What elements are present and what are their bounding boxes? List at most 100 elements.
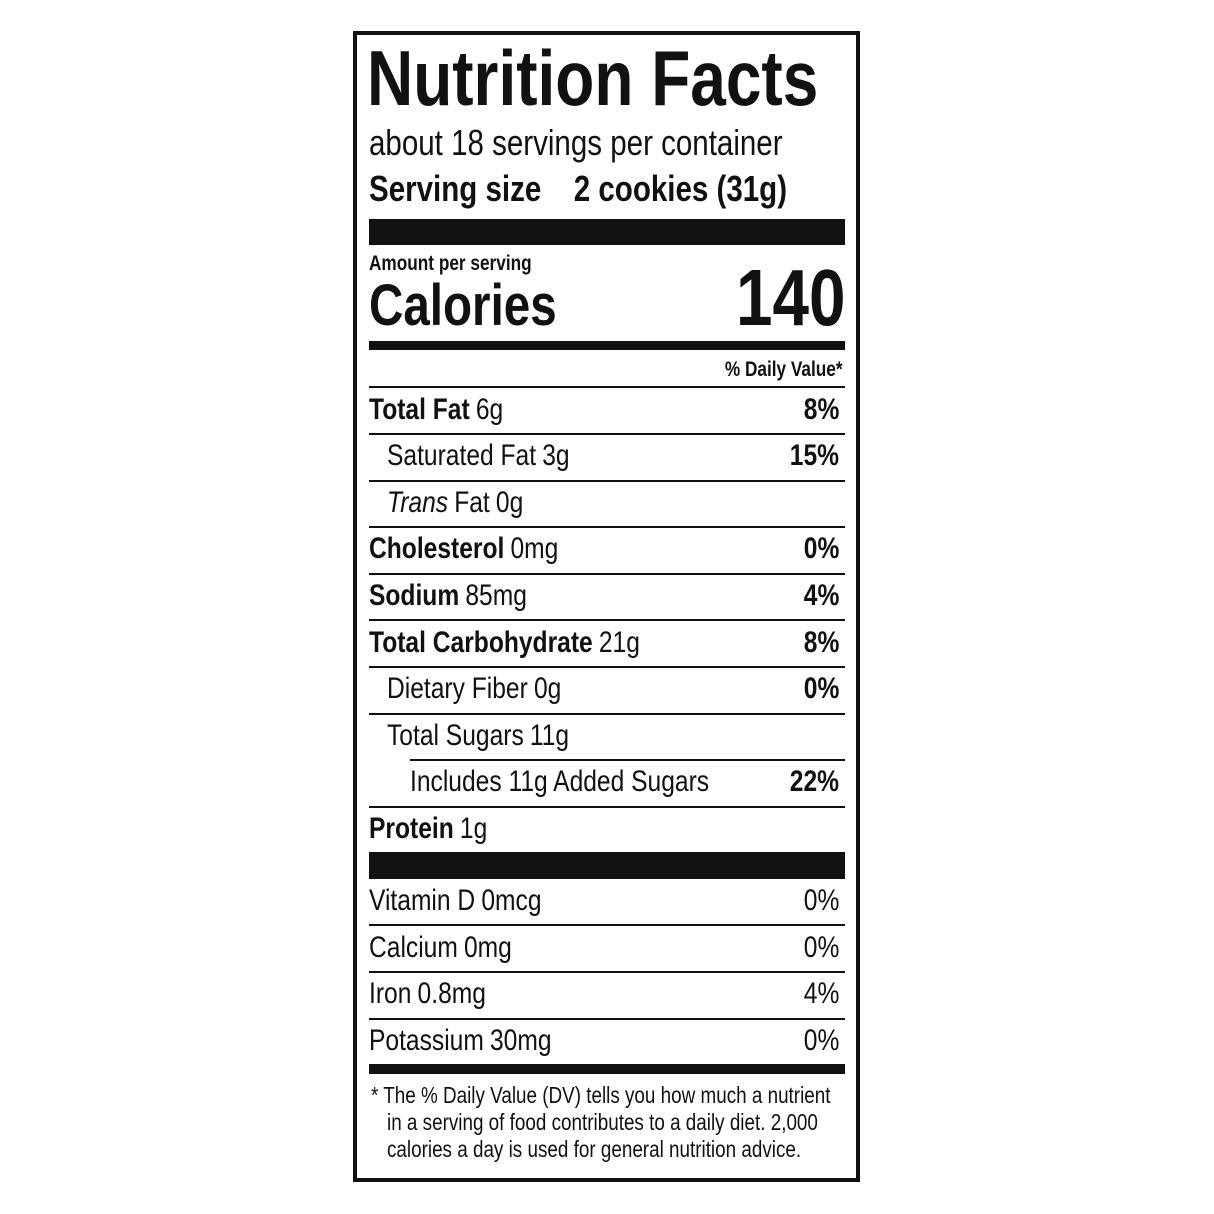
rule — [369, 526, 845, 529]
nutrient-row: Total Fat 6g — [369, 392, 504, 426]
nutrient-daily-value: 0% — [803, 534, 839, 564]
vitamin-row: Potassium 30mg — [369, 1023, 552, 1057]
rule — [369, 805, 845, 808]
serving-size-value: 2 cookies (31g) — [573, 168, 788, 210]
nutrient-row: Saturated Fat 3g — [387, 441, 570, 471]
serving-size: Serving size 2 cookies (31g) — [369, 171, 787, 207]
rule — [369, 572, 845, 575]
nutrient-daily-value-text: 15% — [789, 439, 839, 473]
nutrient-name: Fat — [454, 485, 490, 519]
daily-value-header-text: % Daily Value* — [725, 358, 843, 382]
nutrient-daily-value: 0% — [803, 674, 839, 704]
vitamin-amount: 0mcg — [481, 883, 542, 917]
rule — [369, 479, 845, 482]
nutrient-amount: 6g — [475, 392, 504, 426]
nutrient-row: Sodium 85mg — [369, 578, 527, 612]
nutrient-name: Saturated Fat — [387, 439, 537, 473]
nutrient-name: Protein — [369, 811, 454, 845]
rule — [369, 386, 845, 388]
vitamin-name: Calcium — [369, 930, 458, 964]
vitamin-daily-value-text: 0% — [803, 883, 839, 917]
title-text: Nutrition Facts — [367, 34, 819, 123]
footnote-line-text: calories a day is used for general nutri… — [387, 1135, 802, 1162]
nutrient-amount: 0g — [495, 485, 524, 519]
vitamin-row: Vitamin D 0mcg — [369, 883, 542, 917]
nutrient-name: Cholesterol — [369, 532, 505, 566]
vitamin-daily-value: 0% — [803, 1023, 839, 1057]
vitamin-name: Iron — [369, 977, 412, 1011]
rule — [369, 712, 845, 715]
vitamin-amount: 30mg — [490, 1023, 552, 1057]
rule — [369, 666, 845, 668]
amount-per-serving-text: Amount per serving — [369, 252, 532, 276]
vitamin-daily-value-text: 0% — [803, 1023, 839, 1057]
nutrient-amount: 21g — [598, 625, 640, 659]
nutrient-row: Trans Fat 0g — [387, 485, 524, 519]
nutrient-row: Total Sugars 11g — [387, 718, 570, 752]
vitamin-row: Calcium 0mg — [369, 930, 512, 964]
calories-label: Calories — [369, 277, 557, 335]
nutrient-daily-value-text: 22% — [789, 765, 839, 799]
calories-value-text: 140 — [735, 253, 845, 342]
nutrient-daily-value-text: 4% — [803, 578, 839, 612]
rule — [369, 619, 845, 622]
serving-size-label: Serving size — [369, 168, 542, 210]
daily-value-header: % Daily Value* — [725, 359, 843, 380]
title: Nutrition Facts — [367, 39, 818, 117]
nutrient-name: Total Fat — [369, 392, 470, 426]
footnote-line-text: * The % Daily Value (DV) tells you how m… — [371, 1081, 831, 1108]
nutrient-name: Total Sugars — [387, 718, 524, 752]
nutrient-daily-value: 4% — [803, 578, 839, 612]
nutrient-daily-value-text: 8% — [803, 392, 839, 426]
vitamin-amount: 0mg — [464, 930, 512, 964]
vitamin-daily-value: 4% — [803, 979, 839, 1009]
nutrient-amount: 0g — [533, 672, 562, 706]
nutrient-row: Protein 1g — [369, 811, 488, 845]
nutrition-label — [353, 31, 860, 1182]
vitamin-daily-value-text: 4% — [803, 977, 839, 1011]
medium-rule — [369, 341, 845, 350]
nutrient-amount: 1g — [459, 811, 488, 845]
nutrient-daily-value-text: 8% — [803, 625, 839, 659]
vitamin-amount: 0.8mg — [417, 977, 486, 1011]
nutrient-name: Includes 11g Added Sugars — [410, 765, 710, 799]
rule — [369, 971, 845, 973]
servings-per-container: about 18 servings per container — [369, 125, 783, 161]
calories-value: 140 — [736, 258, 845, 338]
footnote-line: * The % Daily Value (DV) tells you how m… — [371, 1081, 831, 1108]
amount-per-serving: Amount per serving — [369, 253, 532, 274]
vitamin-daily-value: 0% — [803, 930, 839, 964]
nutrient-row: Dietary Fiber 0g — [387, 674, 561, 704]
medium-rule — [369, 1064, 845, 1075]
nutrient-name-italic: Trans — [387, 485, 449, 519]
vitamin-name: Potassium — [369, 1023, 484, 1057]
nutrient-name: Dietary Fiber — [387, 672, 528, 706]
nutrient-amount: 85mg — [465, 578, 527, 612]
nutrient-daily-value: 8% — [803, 392, 839, 426]
nutrient-daily-value: 22% — [790, 767, 839, 797]
nutrient-daily-value: 15% — [790, 441, 839, 471]
nutrient-daily-value-text: 0% — [803, 532, 839, 566]
rule — [369, 1017, 845, 1020]
nutrient-amount: 3g — [542, 439, 570, 473]
thick-rule — [369, 219, 845, 245]
rule — [369, 924, 845, 927]
footnote-line-text: in a serving of food contributes to a da… — [387, 1108, 818, 1135]
calories-label-text: Calories — [369, 273, 557, 339]
rule — [410, 759, 845, 762]
rule — [369, 433, 845, 435]
vitamin-daily-value-text: 0% — [803, 930, 839, 964]
nutrient-name: Sodium — [369, 578, 460, 612]
footnote-line: in a serving of food contributes to a da… — [387, 1108, 818, 1135]
thick-rule — [369, 852, 845, 880]
nutrient-row: Includes 11g Added Sugars — [410, 767, 709, 797]
nutrient-daily-value: 8% — [803, 625, 839, 659]
vitamin-daily-value: 0% — [803, 883, 839, 917]
footnote-line: calories a day is used for general nutri… — [387, 1135, 802, 1162]
vitamin-name: Vitamin D — [369, 883, 476, 917]
nutrient-daily-value-text: 0% — [803, 672, 839, 706]
servings-per-container-text: about 18 servings per container — [369, 122, 783, 164]
nutrient-amount: 0mg — [510, 532, 559, 566]
nutrient-amount: 11g — [529, 718, 570, 752]
